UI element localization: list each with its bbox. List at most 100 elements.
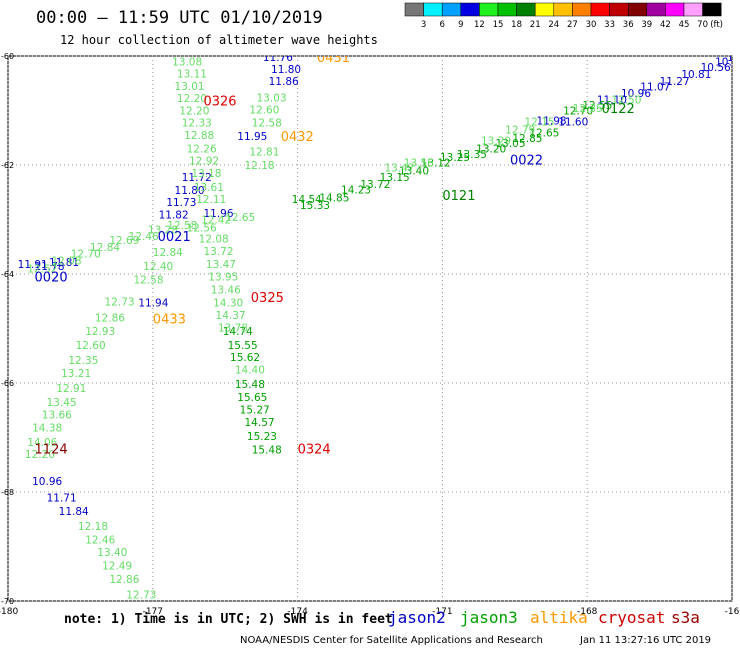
pass-time-label: 0432: [281, 130, 314, 145]
swh-data-point: 12.69: [109, 235, 139, 247]
swh-data-point: 12.93: [85, 326, 115, 338]
swh-data-point: 12.35: [68, 355, 98, 367]
plot-frame: [7, 55, 733, 602]
swh-data-point: 12.40: [143, 261, 173, 273]
swh-data-point: 12.55: [582, 100, 612, 112]
swh-data-point: 12.26: [187, 144, 217, 156]
swh-data-point: 14.06: [27, 437, 57, 449]
x-tick-label: -177: [143, 607, 163, 617]
swh-data-point: 12.08: [51, 255, 81, 267]
satellite-legend-cryosat: cryosat: [598, 608, 666, 627]
x-tick-label: -16: [725, 607, 740, 617]
swh-data-point: 12.88: [184, 130, 214, 142]
swh-data-point: 13.61: [194, 182, 224, 194]
swh-data-point: 15.48: [235, 379, 265, 391]
y-tick-label: -66: [1, 379, 14, 388]
swh-data-point: 12.84: [153, 247, 183, 259]
swh-data-point: 12.20: [179, 106, 209, 118]
swh-data-point: 11.91: [18, 259, 48, 271]
colorbar-tick-label: 70: [697, 20, 708, 30]
pass-time-label: 0021: [158, 230, 191, 245]
colorbar-tick-label: 21: [530, 20, 541, 30]
swh-data-point: 14.74: [223, 326, 253, 338]
swh-data-point: 13.15: [380, 172, 410, 184]
swh-data-point: 12.73: [126, 589, 156, 601]
swh-data-point: 11.82: [159, 210, 189, 222]
swh-data-point: 11.86: [269, 76, 299, 88]
x-tick-label: -171: [432, 607, 452, 617]
credit-timestamp: Jan 11 13:27:16 UTC 2019: [580, 635, 712, 646]
swh-data-point: 10.81: [681, 69, 711, 81]
swh-data-point: 13.08: [172, 56, 202, 68]
pass-time-label: 1124: [35, 442, 68, 457]
swh-data-point: 12.85: [512, 133, 542, 145]
swh-data-point: 13.72: [203, 246, 233, 258]
swh-data-point: 13.25: [440, 152, 470, 164]
swh-data-point: 14.54: [292, 194, 322, 206]
colorbar-tick-label: 42: [660, 20, 671, 30]
colorbar-tick-label: 27: [567, 20, 578, 30]
swh-data-point: 15.65: [237, 392, 267, 404]
swh-data-point: 12.65: [225, 212, 255, 224]
swh-data-point: 12.15: [524, 116, 554, 128]
swh-data-point: 12.20: [25, 449, 55, 461]
swh-data-point: 13.18: [191, 168, 221, 180]
swh-data-point: 13.47: [206, 259, 236, 271]
swh-data-point: 12.35: [573, 103, 603, 115]
pass-time-label: 0433: [153, 313, 186, 328]
colorbar-tick-label: 45: [679, 20, 690, 30]
swh-data-point: 10.56: [701, 62, 731, 74]
colorbar-tick-label: 24: [548, 20, 559, 30]
pass-time-label: 0431: [317, 51, 350, 66]
pass-time-label: 0022: [510, 154, 543, 169]
colorbar-tick-label: 6: [439, 20, 444, 30]
swh-data-point: 12.52: [27, 264, 57, 276]
swh-data-point: 14.85: [319, 193, 349, 205]
colorbar-tick-label: 36: [623, 20, 634, 30]
swh-data-point: 13.40: [399, 165, 429, 177]
swh-data-point: 12.70: [71, 248, 101, 260]
swh-data-point: 14.40: [235, 364, 265, 376]
colorbar-unit-label: (ft): [710, 20, 723, 30]
pass-time-label: 0324: [298, 442, 331, 457]
swh-data-point: 12.84: [90, 242, 120, 254]
swh-data-point: 11.76: [263, 52, 293, 64]
swh-data-point: 12.73: [105, 296, 135, 308]
pass-time-label: 0020: [35, 271, 68, 286]
swh-data-point: 11.73: [166, 197, 196, 209]
swh-data-point: 11.80: [175, 185, 205, 197]
swh-data-point: 11.71: [47, 492, 77, 504]
swh-data-point: 13.95: [208, 272, 238, 284]
footer-note: note: 1) Time is in UTC; 2) SWH is in fe…: [64, 612, 393, 627]
satellite-legend-jason3: jason3: [460, 608, 518, 627]
swh-data-point: 12.86: [109, 574, 139, 586]
swh-data-point: 15.55: [228, 340, 258, 352]
swh-data-point: 14.23: [341, 185, 371, 197]
swh-data-point: 12.18: [78, 521, 108, 533]
swh-data-point: 13.12: [421, 157, 451, 169]
swh-data-point: 12.58: [167, 220, 197, 232]
swh-data-point: 12.92: [189, 156, 219, 168]
swh-data-point: 13.28: [148, 224, 178, 236]
swh-data-point: 13.72: [360, 179, 390, 191]
credit-text: NOAA/NESDIS Center for Satellite Applica…: [240, 635, 543, 646]
pass-time-label: 0326: [203, 95, 236, 110]
swh-data-point: 10.96: [32, 476, 62, 488]
swh-data-point: 12.65: [529, 127, 559, 139]
swh-data-point: 13.29: [481, 135, 511, 147]
swh-data-point: 13.03: [257, 92, 287, 104]
swh-data-point: 10.73: [715, 56, 740, 68]
satellite-legend-jason2: jason2: [388, 608, 446, 627]
swh-data-point: 12.46: [85, 534, 115, 546]
chart-title: 00:00 – 11:59 UTC 01/10/2019: [36, 8, 323, 28]
swh-data-point: 12.18: [245, 160, 275, 172]
swh-data-point: 13.40: [97, 547, 127, 559]
swh-data-point: 13.78: [218, 322, 248, 334]
swh-data-point: 12.58: [133, 274, 163, 286]
swh-data-point: 13.47: [384, 163, 414, 175]
swh-data-point: 12.60: [249, 104, 279, 116]
swh-data-point: 12.70: [563, 106, 593, 118]
swh-data-point: 12.50: [611, 95, 641, 107]
